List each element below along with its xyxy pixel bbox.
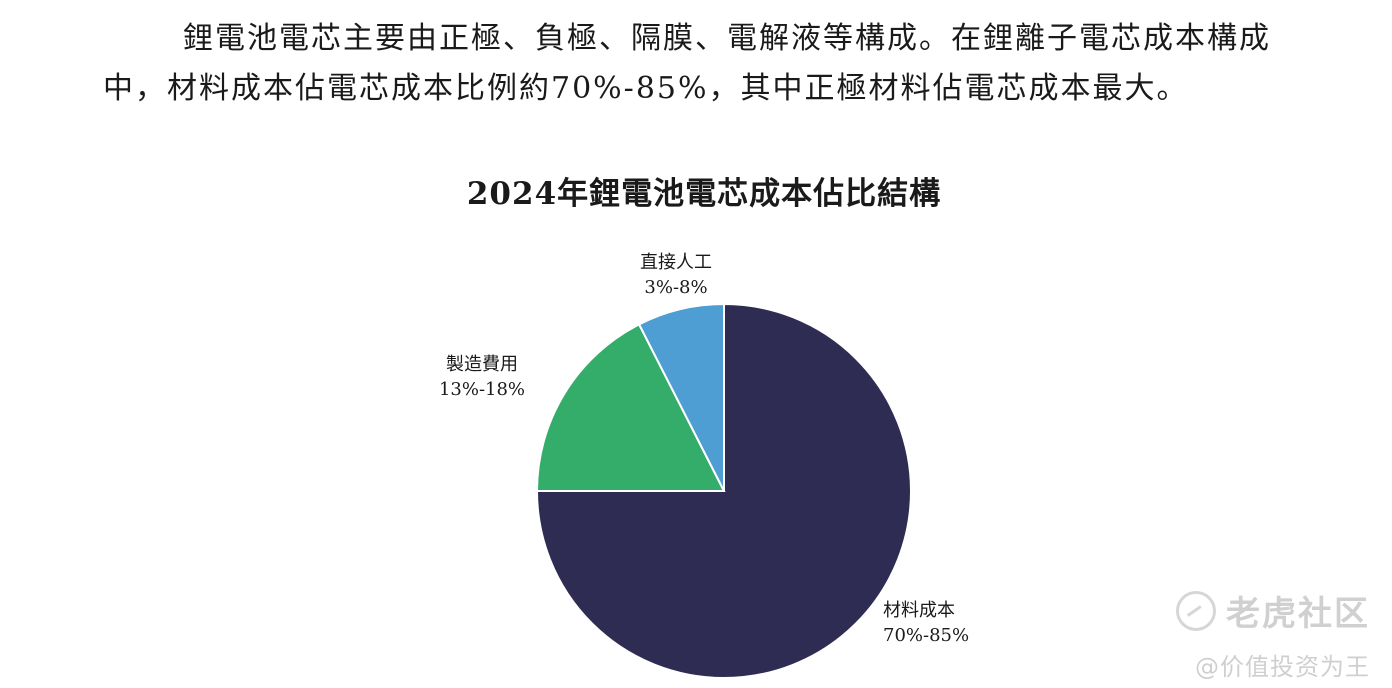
- slice-label-2: 製造費用: [446, 354, 518, 375]
- intro-paragraph: 鋰電池電芯主要由正極、負極、隔膜、電解液等構成。在鋰離子電芯成本構成 中，材料成…: [103, 14, 1323, 114]
- pie-slice-3: [637, 302, 725, 492]
- slice-range-1: 70%-85%: [883, 625, 969, 646]
- slice-label-1: 材料成本: [883, 600, 955, 621]
- paragraph-line-2: 中，材料成本佔電芯成本比例約70%-85%，其中正極材料佔電芯成本最大。: [103, 71, 1189, 106]
- watermark-author: @价值投资为王: [1195, 653, 1370, 681]
- pie-labels: 材料成本 70%-85% 製造費用 13%-18% 直接人工 3%-8%: [439, 252, 969, 646]
- pie-slices: [535, 302, 912, 679]
- slice-label-3: 直接人工: [640, 252, 712, 273]
- tiger-logo-icon: [1176, 590, 1216, 631]
- watermark: 老虎社区 @价值投资为王: [1176, 586, 1370, 682]
- paragraph-line-1: 鋰電池電芯主要由正極、負極、隔膜、電解液等構成。在鋰離子電芯成本構成: [183, 21, 1271, 56]
- watermark-name: 老虎社区: [1226, 594, 1370, 634]
- slice-range-2: 13%-18%: [439, 379, 525, 400]
- chart-title: 2024年鋰電池電芯成本佔比結構: [466, 176, 942, 212]
- slice-range-3: 3%-8%: [644, 277, 707, 298]
- pie-slice-2: [535, 323, 726, 492]
- watermark-row: 老虎社区: [1176, 586, 1370, 635]
